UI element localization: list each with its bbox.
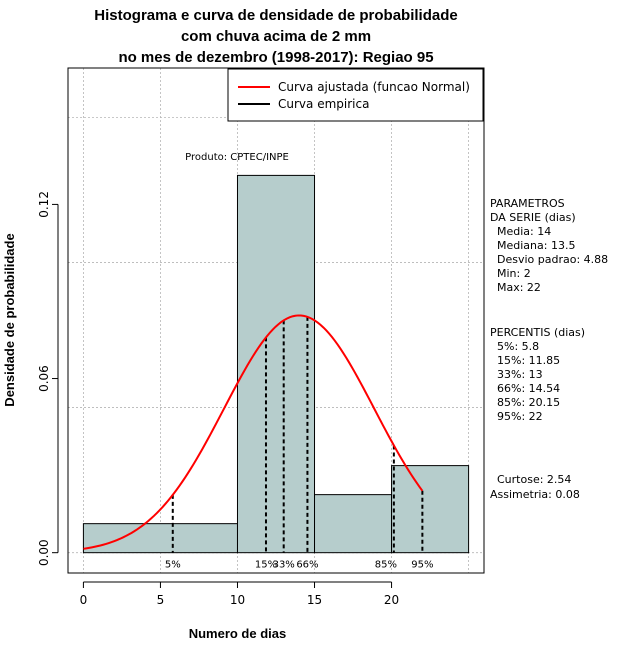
product-annotation: Produto: CPTEC/INPE (185, 152, 289, 163)
normal-curve-line (83, 314, 424, 550)
y-tick-label: 0.12 (37, 191, 51, 218)
parametros-line: DA SERIE (dias) (490, 211, 576, 224)
parametros-line: Media: 14 (490, 225, 551, 238)
histogram-bars (82, 174, 470, 554)
histogram-bar (82, 523, 238, 554)
percentile-label: 15% (255, 560, 277, 571)
percentis-line: 85%: 20.15 (490, 396, 560, 409)
percentis-line: 66%: 14.54 (490, 382, 560, 395)
y-tick-label: 0.06 (37, 365, 51, 392)
x-tick-label: 5 (157, 593, 165, 607)
histogram-bar (314, 494, 393, 554)
parametros-line: Mediana: 13.5 (490, 239, 575, 252)
percentile-label: 5% (165, 560, 181, 571)
parametros-line: Min: 2 (490, 267, 531, 280)
percentis-line: 15%: 11.85 (490, 354, 560, 367)
x-axis-title: Numero de dias (189, 626, 287, 641)
chart-title: Histograma e curva de densidade de proba… (94, 7, 457, 66)
stats-line: Curtose: 2.54 (490, 473, 571, 486)
y-axis-title: Densidade de probabilidade (2, 233, 17, 406)
x-tick-label: 15 (307, 593, 322, 607)
annotations: Produto: CPTEC/INPE (185, 152, 289, 163)
percentile-label: 95% (411, 560, 433, 571)
legend-box (227, 68, 484, 122)
title-line-1: Histograma e curva de densidade de proba… (94, 7, 457, 24)
axes: 0 5 10 15 20 0.00 0.06 0.12 Numero de dias Densid… (2, 67, 485, 641)
legend: Curva ajustada (funcao Normal) Curva empi… (227, 68, 484, 122)
percentis-line: PERCENTIS (dias) (490, 326, 585, 339)
plot-frame (67, 67, 485, 574)
histogram-bar (236, 174, 316, 554)
y-tick-label: 0.00 (37, 539, 51, 566)
percentile-label: 85% (375, 560, 397, 571)
legend-label: Curva ajustada (funcao Normal) (278, 80, 470, 94)
parametros-line: Desvio padrao: 4.88 (490, 253, 608, 266)
x-tick-label: 20 (384, 593, 399, 607)
title-line-2: com chuva acima de 2 mm (181, 28, 371, 45)
histogram-bar (391, 465, 470, 554)
stats-line: Assimetria: 0.08 (490, 488, 580, 501)
percentis-line: 5%: 5.8 (490, 340, 539, 353)
percentile-lines: 5% 15%33% 66% 85% 95% (165, 316, 433, 571)
percentis-line: 95%: 22 (490, 410, 543, 423)
percentis-line: 33%: 13 (490, 368, 543, 381)
parametros-line: Max: 22 (490, 281, 541, 294)
title-line-3: no mes de dezembro (1998-2017): Regiao 9… (118, 49, 433, 66)
legend-label: Curva empirica (278, 97, 369, 111)
parametros-line: PARAMETROS (490, 197, 565, 210)
percentile-label: 33% (273, 560, 295, 571)
percentile-label: 66% (296, 560, 318, 571)
normal-curve (83, 314, 424, 550)
x-tick-label: 0 (80, 593, 88, 607)
x-tick-label: 10 (230, 593, 245, 607)
